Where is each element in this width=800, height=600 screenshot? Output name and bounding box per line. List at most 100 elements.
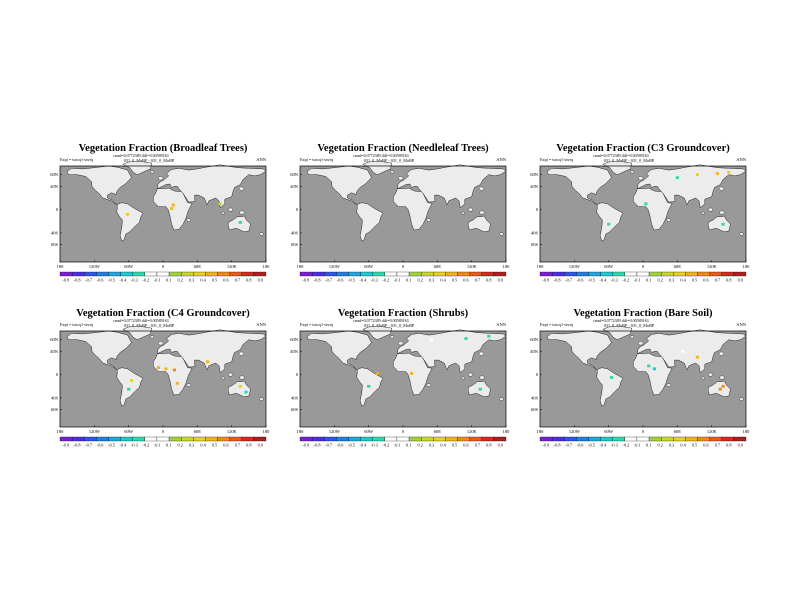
lon-tick-label: 180: [503, 429, 511, 434]
island-8: [461, 376, 465, 380]
colorbar-swatch: [96, 436, 109, 442]
colorbar-label: -0.5: [588, 443, 595, 448]
lat-tick-label: 60S: [531, 242, 539, 247]
colorbar-label: -0.2: [622, 278, 629, 283]
data-cell-3: [172, 368, 177, 372]
island-5: [479, 375, 485, 380]
island-5: [479, 210, 485, 215]
island-8: [221, 376, 225, 380]
colorbar-swatch: [445, 436, 458, 442]
colorbar-label: -0.4: [120, 278, 128, 283]
colorbar-swatch: [229, 271, 242, 277]
colorbar-label: -0.5: [108, 443, 115, 448]
colorbar-label: -0.3: [131, 443, 138, 448]
colorbar-swatch: [205, 271, 218, 277]
island-3: [186, 218, 191, 222]
colorbar-swatch: [144, 436, 158, 442]
island-6: [739, 232, 744, 236]
lat-tick-label: 0: [56, 207, 59, 212]
colorbar-swatch: [384, 436, 398, 442]
rmse-label: rmsd=0.0772389 diff=0.00589163: [593, 318, 648, 323]
map-panel-2: Vegetation Fraction (Needleleaf Trees)rm…: [290, 143, 510, 283]
period-label: ANN: [256, 157, 266, 162]
colorbar-swatch: [59, 436, 73, 442]
period-label: ANN: [496, 157, 506, 162]
lat-tick-label: 60N: [50, 337, 59, 342]
lon-tick-label: 180: [263, 429, 271, 434]
colorbar-label: 0.9: [498, 278, 503, 283]
colorbar-swatch: [445, 271, 458, 277]
colorbar-label: -0.7: [325, 278, 333, 283]
lon-tick-label: 60W: [364, 429, 374, 434]
colorbar-label: 0.3: [669, 278, 674, 283]
colorbar-label: -0.7: [325, 443, 333, 448]
lat-tick-label: 40N: [290, 349, 299, 354]
island-8: [701, 376, 705, 380]
lat-tick-label: 0: [536, 207, 539, 212]
lon-tick-label: 120E: [707, 264, 717, 269]
colorbar-swatch: [144, 271, 158, 277]
colorbar-swatch: [576, 271, 589, 277]
colorbar-swatch: [685, 271, 698, 277]
data-cell-2: [464, 337, 468, 340]
colorbar-label: 0.3: [189, 443, 194, 448]
period-label: ANN: [256, 322, 266, 327]
lat-tick-label: 40S: [51, 395, 59, 400]
colorbar-label: -0.2: [142, 278, 149, 283]
colorbar-swatch: [648, 271, 662, 277]
colorbar-label: -0.1: [394, 278, 401, 283]
data-cell-1: [125, 212, 130, 216]
colorbar-swatch: [384, 271, 398, 277]
colorbar-swatch: [685, 436, 698, 442]
colorbar-label: 0.7: [715, 443, 721, 448]
island-4: [708, 372, 713, 377]
lon-tick-label: 120W: [329, 264, 341, 269]
colorbar: -0.9 -0.8 -0.7 -0.6 -0.5 -0.4 -0.3 -0.2 -0.1 0.1 0…: [299, 436, 507, 448]
data-cell-6: [367, 384, 371, 388]
map-title: Vegetation Fraction (Shrubs): [338, 308, 469, 319]
island-1: [158, 176, 164, 181]
data-cell-6: [607, 222, 611, 226]
lat-tick-label: 60S: [531, 407, 539, 412]
expt-label: Expt = turcq1-tavrq: [60, 157, 94, 162]
data-cell-2: [169, 207, 174, 210]
colorbar-swatch: [421, 436, 434, 442]
continent-4: [636, 164, 747, 209]
colorbar-label: 0.9: [258, 278, 263, 283]
colorbar-swatch: [709, 271, 722, 277]
colorbar-label: -0.9: [302, 278, 309, 283]
colorbar-label: 0.2: [177, 443, 182, 448]
colorbar-swatch: [132, 436, 145, 442]
island-5: [719, 210, 725, 215]
colorbar-label: 0.4: [440, 443, 446, 448]
colorbar-swatch: [156, 271, 170, 277]
colorbar-swatch: [457, 271, 470, 277]
colorbar-label: 0.5: [452, 443, 457, 448]
lon-tick-label: 180: [57, 264, 65, 269]
run-label: 031_0_MoBF - 031_0_MoBP: [604, 323, 655, 328]
lon-tick-label: 0: [642, 264, 645, 269]
island-8: [221, 211, 225, 215]
island-4: [708, 207, 713, 212]
colorbar-label: -0.7: [85, 443, 93, 448]
island-5: [239, 375, 245, 380]
expt-label: Expt = turcq1-tavrq: [300, 157, 334, 162]
colorbar-swatch: [299, 436, 313, 442]
colorbar: -0.9 -0.8 -0.7 -0.6 -0.5 -0.4 -0.3 -0.2 -0.1 0.1 0…: [539, 436, 747, 448]
map-panel-5: Vegetation Fraction (Shrubs)rmsd=0.07723…: [290, 308, 510, 448]
island-4: [468, 207, 473, 212]
rmse-label: rmsd=0.0772389 diff=0.00589163: [593, 153, 648, 158]
colorbar-swatch: [348, 436, 361, 442]
colorbar-swatch: [564, 271, 577, 277]
colorbar-swatch: [624, 271, 638, 277]
colorbar-label: -0.1: [394, 443, 401, 448]
colorbar-swatch: [156, 436, 170, 442]
lon-tick-label: 60W: [364, 264, 374, 269]
map-panel-6: Vegetation Fraction (Bare Soil)rmsd=0.07…: [530, 308, 750, 448]
colorbar-label: 0.1: [646, 278, 651, 283]
rmse-label: rmsd=0.0772389 diff=0.00589163: [353, 318, 408, 323]
data-cell-4: [238, 221, 242, 224]
colorbar-swatch: [551, 436, 565, 442]
colorbar-swatch: [636, 436, 650, 442]
lon-tick-label: 0: [162, 264, 165, 269]
